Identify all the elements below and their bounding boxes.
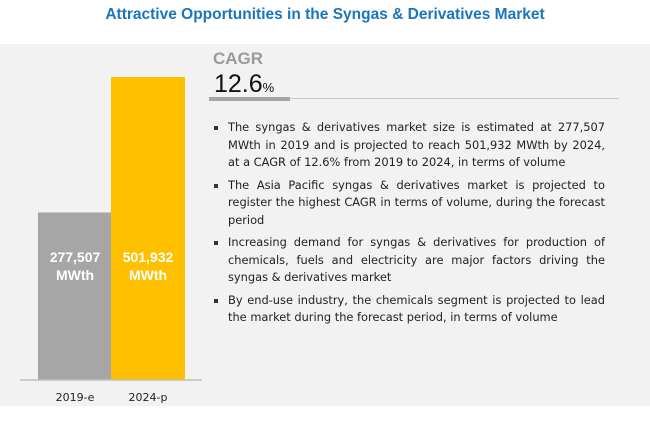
- key-point: By end-use industry, the chemicals segme…: [213, 292, 605, 327]
- cagr-divider: [209, 98, 619, 99]
- cagr-divider-accent: [209, 97, 290, 101]
- key-point: The syngas & derivatives market size is …: [213, 119, 605, 172]
- key-point: Increasing demand for syngas & derivativ…: [213, 234, 605, 287]
- key-point: The Asia Pacific syngas & derivatives ma…: [213, 177, 605, 230]
- bar-2019-e: [38, 212, 112, 380]
- bar-unit-label: MWth: [129, 267, 167, 283]
- bar-unit-label: MWth: [56, 267, 94, 283]
- page-title: Attractive Opportunities in the Syngas &…: [105, 6, 545, 23]
- cagr-number: 12.6: [214, 70, 263, 98]
- cagr-value: 12.6%: [214, 70, 274, 99]
- x-tick-label: 2024-p: [129, 391, 168, 404]
- key-points-list: The syngas & derivatives market size is …: [213, 119, 605, 332]
- bar-chart: 277,507 MWth 2019-e 501,932 MWth 2024-p: [20, 77, 202, 404]
- cagr-label: CAGR: [213, 49, 264, 68]
- bar-2024-p: [111, 77, 185, 380]
- bar-value-label: 501,932: [123, 249, 174, 265]
- x-tick-label: 2019-e: [56, 391, 95, 404]
- cagr-unit: %: [262, 80, 275, 95]
- bar-value-label: 277,507: [50, 249, 101, 265]
